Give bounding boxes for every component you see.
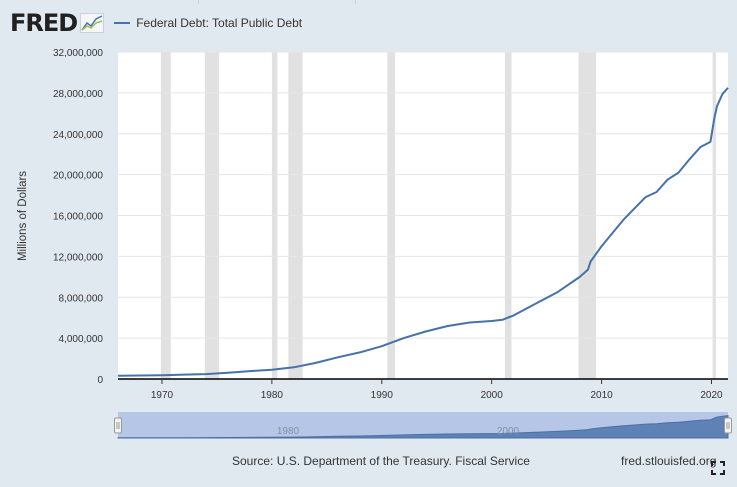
line-graph-icon [80, 13, 105, 33]
y-axis-ticks: 0 4,000,000 8,000,000 12,000,000 16,000,000 2… [53, 48, 104, 386]
x-axis-ticks: 1970 1980 1990 2000 2010 2020 [151, 379, 723, 401]
y-tick-label: 16,000,000 [53, 212, 103, 223]
x-tick-label: 1980 [261, 390, 284, 401]
navigator-left-handle[interactable] [114, 417, 122, 434]
navigator-series-area [117, 415, 729, 439]
y-tick-label: 28,000,000 [53, 89, 103, 100]
site-link[interactable]: fred.stlouisfed.org [621, 454, 717, 468]
legend-label: Federal Debt: Total Public Debt [136, 16, 303, 30]
top-rule [198, 0, 199, 4]
x-tick-label: 2020 [700, 390, 723, 401]
y-tick-label: 20,000,000 [53, 171, 103, 182]
fred-logo[interactable]: FRED [10, 9, 105, 37]
y-tick-label: 8,000,000 [59, 293, 104, 304]
navigator-label: 2000 [497, 426, 520, 437]
top-rule [355, 0, 356, 4]
legend-swatch [114, 22, 131, 24]
legend[interactable]: Federal Debt: Total Public Debt [114, 16, 302, 30]
y-tick-label: 32,000,000 [53, 48, 103, 59]
x-tick-label: 2010 [590, 390, 613, 401]
fullscreen-icon[interactable] [711, 461, 725, 475]
y-tick-label: 24,000,000 [53, 130, 103, 141]
x-tick-label: 1970 [151, 390, 174, 401]
navigator[interactable]: 1980 2000 [114, 412, 732, 439]
y-tick-label: 4,000,000 [59, 334, 104, 345]
y-tick-label: 12,000,000 [53, 252, 103, 263]
x-tick-label: 2000 [481, 390, 504, 401]
series-line [117, 87, 729, 377]
navigator-label: 1980 [277, 426, 300, 437]
x-tick-label: 1990 [371, 390, 394, 401]
y-tick-label: 0 [97, 375, 103, 386]
y-axis-title: Millions of Dollars [17, 171, 29, 261]
fred-logo-text: FRED [10, 9, 78, 37]
chart-header: FRED Federal Debt: Total Public Debt [10, 8, 302, 38]
navigator-right-handle[interactable] [724, 417, 732, 434]
source-text: Source: U.S. Department of the Treasury.… [232, 454, 530, 468]
